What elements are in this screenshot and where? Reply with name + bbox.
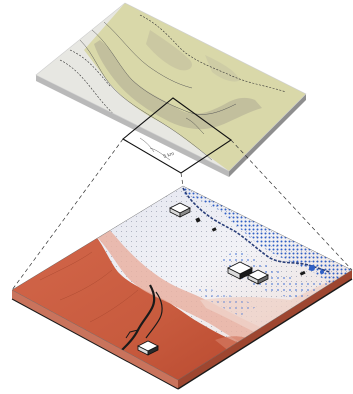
building-d (137, 340, 159, 356)
building-c (247, 269, 269, 285)
escarpment (121, 284, 156, 351)
water-dots-sparse (218, 250, 340, 300)
overview-map: 5 km (35, 2, 307, 177)
building-b (227, 261, 253, 280)
water-dots-dense (183, 186, 352, 284)
pond-1 (309, 265, 315, 271)
detail-side-right (178, 270, 352, 389)
buildings (137, 202, 306, 356)
leader-lines (11, 138, 353, 291)
overview-slab-side-right (229, 94, 306, 177)
overview-hills (94, 40, 262, 130)
dry-region-red (12, 235, 246, 380)
overview-slab-side-left (36, 75, 229, 177)
detail-side-left (12, 290, 178, 389)
zoom-box-label: 5 km (163, 151, 175, 160)
stream-line (182, 187, 331, 273)
overview-terrain (84, 3, 306, 171)
zoom-detail-block (11, 185, 353, 390)
building-a (169, 202, 191, 218)
